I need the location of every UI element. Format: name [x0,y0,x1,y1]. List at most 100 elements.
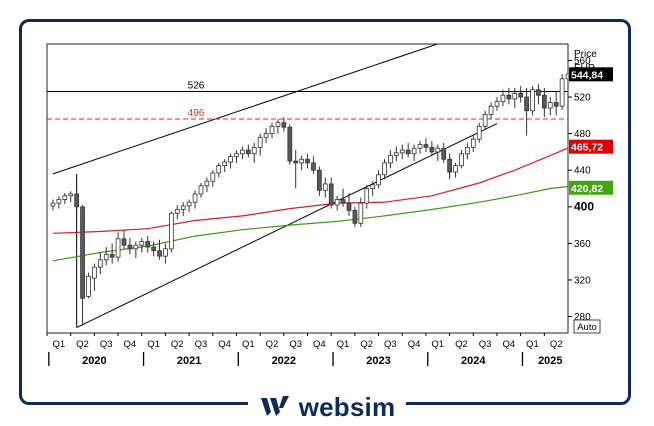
level-label-526: 526 [188,81,205,92]
x-year-label: 2023 [366,355,390,367]
candle [145,236,151,253]
x-quarter-label: Q2 [266,339,279,350]
candle [216,162,222,178]
candle [50,199,56,211]
candle [447,153,452,180]
candle [346,193,352,216]
auto-button[interactable]: Auto [573,319,601,334]
candle [97,252,103,275]
level-label-496: 496 [188,108,205,119]
candle-body [263,133,269,138]
candle-body [553,102,559,107]
candle-body [198,185,204,195]
candle [281,117,287,132]
candle-body [352,210,358,224]
candle-body [269,125,275,135]
y-tick-label: 400 [574,199,594,213]
candle-body [50,202,56,207]
candle-body [399,149,405,154]
x-quarter-label: Q2 [76,339,89,350]
candle [305,153,310,169]
x-quarter-label: Q3 [289,339,302,350]
price-badge [569,139,613,154]
candle-body [204,180,210,187]
candle-body [470,138,476,148]
candle-body [293,160,299,164]
candle-body [251,146,257,155]
candle-body [382,162,387,176]
candle [115,232,121,262]
candle-body [453,165,458,173]
brand-logo: websim [248,391,406,423]
x-quarter-label: Q1 [526,339,539,350]
candle [405,142,411,158]
candle [169,211,174,253]
x-year-label: 2020 [82,355,106,367]
candle [317,166,322,196]
x-quarter-label: Q2 [171,339,184,350]
candle-body [465,146,470,155]
candle [180,202,186,216]
candle [62,193,68,205]
candle-body [103,253,109,261]
candle-body [423,144,429,148]
price-badge-label: 465,72 [571,142,603,154]
candle [423,138,429,152]
candle [547,97,553,116]
candle-body [275,122,281,127]
candle [411,144,417,162]
x-quarter-label: Q1 [431,339,444,350]
candle [506,87,512,105]
candle [518,86,524,103]
x-year-label: 2022 [272,355,296,367]
candle [74,190,79,211]
y-tick-label: 560 [574,56,591,67]
candle-body [429,146,435,153]
candle-body [476,125,482,140]
candle-body [245,149,251,155]
candle [133,241,139,259]
channel-line-upper [52,44,439,175]
candle-body [257,136,263,148]
candle-body [358,202,364,224]
x-quarter-label: Q2 [360,339,373,350]
candle-body [74,193,79,208]
candle-body [488,105,494,115]
candle-body [417,144,423,149]
candle-body [180,205,186,210]
x-quarter-label: Q4 [408,339,421,350]
candle [311,156,316,174]
candle [234,150,239,163]
candle [80,204,85,326]
x-quarter-label: Q4 [124,339,137,350]
candle [198,183,204,198]
candle [127,237,133,255]
candle [293,150,299,189]
candle-body [86,275,91,297]
candle [370,181,376,196]
candle-body [216,165,222,174]
x-quarter-label: Q3 [195,339,208,350]
candle-body [145,241,151,248]
candle-body [494,101,500,107]
y-tick-label: 280 [574,312,591,323]
price-badge-label: 420,82 [571,183,603,195]
candle-body [109,253,115,258]
candle [275,118,281,134]
candle-body [234,153,239,157]
candle [245,144,251,158]
candle-body [500,94,506,103]
candle-body [512,92,518,100]
price-badge [569,180,613,195]
candle [257,133,263,156]
candle [251,142,257,163]
candle-body [151,246,156,252]
auto-button-label: Auto [577,322,597,333]
candle-body [210,172,216,182]
candle-body [56,199,62,204]
candle-body [340,199,346,204]
x-quarter-label: Q3 [479,339,492,350]
candle [530,86,535,116]
candle [68,191,74,203]
